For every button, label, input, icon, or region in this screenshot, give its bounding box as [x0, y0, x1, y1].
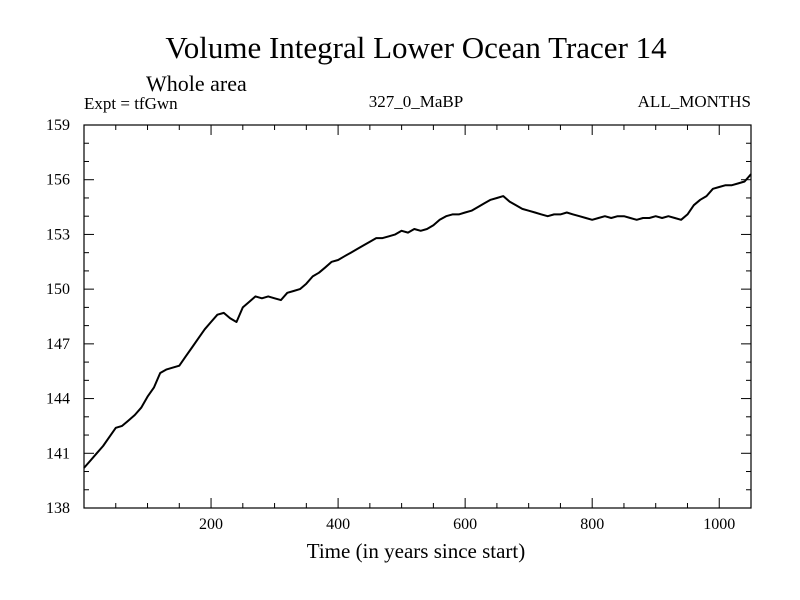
y-tick-label: 147 — [46, 336, 70, 353]
run-label: 327_0_MaBP — [369, 92, 463, 111]
x-tick-label: 800 — [580, 516, 604, 533]
chart-subtitle: Whole area — [146, 71, 247, 96]
x-tick-label: 200 — [199, 516, 223, 533]
chart-title: Volume Integral Lower Ocean Tracer 14 — [165, 30, 667, 65]
y-tick-label: 144 — [46, 391, 70, 408]
axis-tick-labels: 200 400 600 800 1000 138 141 144 147 150 153 156 159 — [46, 117, 735, 533]
axis-ticks — [84, 125, 751, 508]
x-axis-label: Time (in years since start) — [307, 539, 526, 563]
y-tick-label: 159 — [46, 117, 70, 134]
y-tick-label: 153 — [46, 226, 70, 243]
experiment-label: Expt = tfGwn — [84, 94, 178, 113]
x-tick-label: 600 — [453, 516, 477, 533]
x-tick-label: 400 — [326, 516, 350, 533]
x-tick-label: 1000 — [703, 516, 735, 533]
y-tick-label: 150 — [46, 281, 70, 298]
y-tick-label: 138 — [46, 500, 70, 517]
y-tick-label: 156 — [46, 172, 70, 189]
y-tick-label: 141 — [46, 445, 70, 462]
series-line — [83, 173, 752, 469]
plot-frame — [83, 124, 752, 509]
months-label: ALL_MONTHS — [638, 92, 751, 111]
